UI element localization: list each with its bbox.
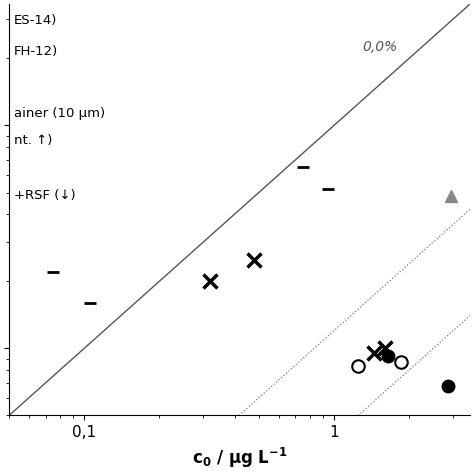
Text: 0,0%: 0,0% — [363, 40, 398, 54]
Text: ES-14): ES-14) — [14, 14, 57, 27]
Text: ainer (10 μm): ainer (10 μm) — [14, 107, 105, 120]
Text: FH-12): FH-12) — [14, 46, 58, 58]
X-axis label: $\mathbf{c_0}$ / $\mathbf{\mu g\ L^{-1}}$: $\mathbf{c_0}$ / $\mathbf{\mu g\ L^{-1}}… — [191, 446, 287, 470]
Text: nt. ↑): nt. ↑) — [14, 134, 52, 147]
Text: +RSF (↓): +RSF (↓) — [14, 189, 75, 202]
